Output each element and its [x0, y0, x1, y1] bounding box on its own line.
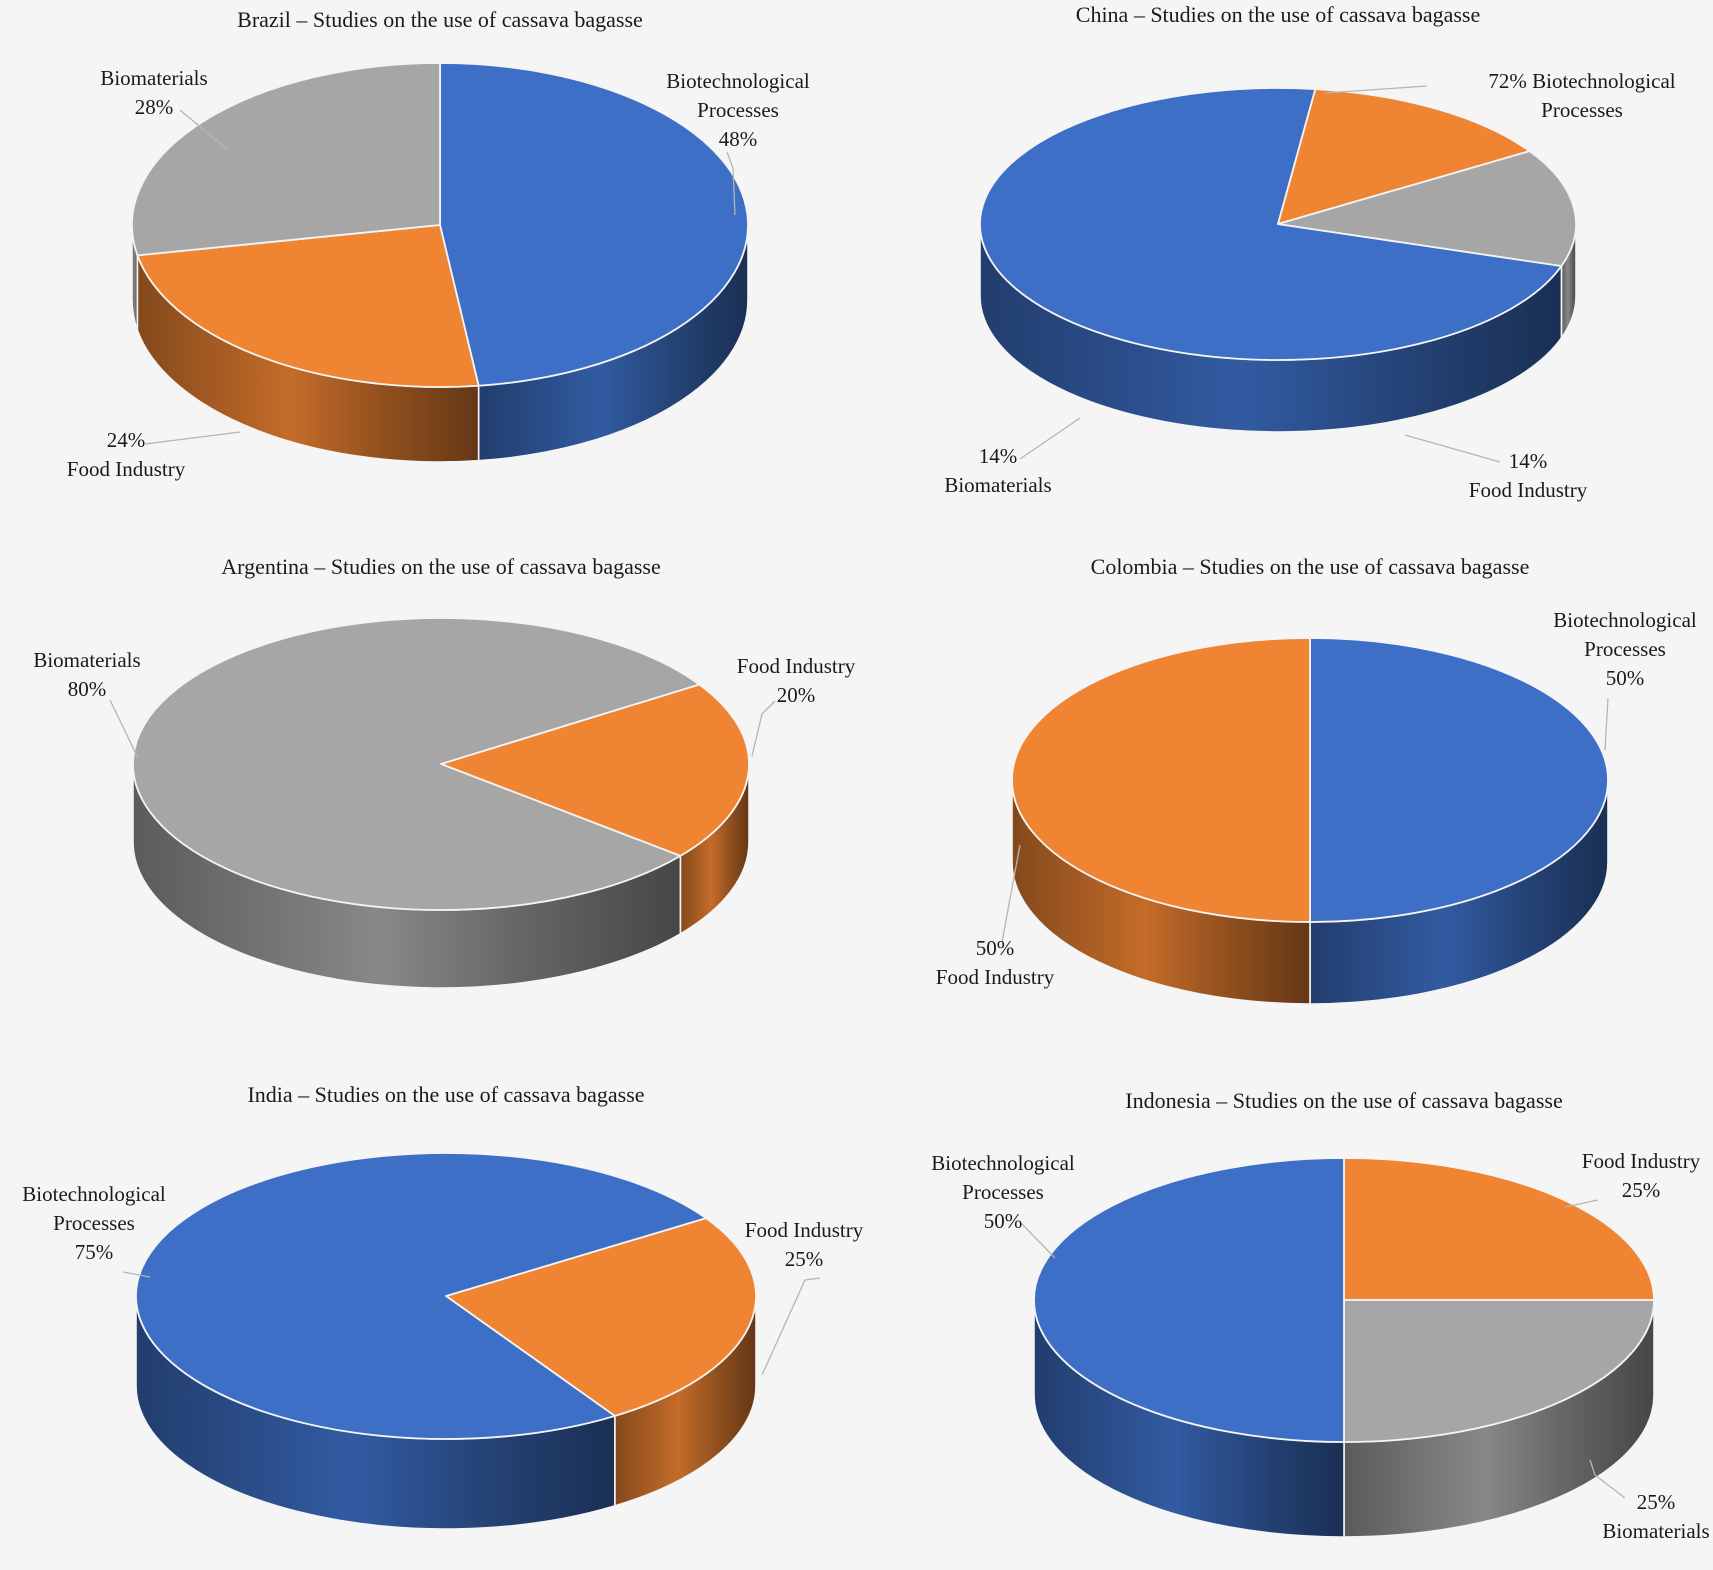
slice-label-line: Biomaterials [100, 66, 207, 90]
pie-top [131, 62, 749, 388]
slice-label-line: 50% [1606, 666, 1645, 690]
slice-food-industry [1343, 1157, 1655, 1301]
slice-label-line: 50% [976, 936, 1015, 960]
slice-label-line: Food Industry [737, 654, 856, 678]
slice-label-line: 28% [135, 95, 174, 119]
leader-line [122, 1271, 151, 1278]
leader-line [144, 431, 241, 445]
leader-line [751, 700, 776, 757]
leader-line [1001, 844, 1021, 943]
slice-label-line: Processes [1584, 637, 1666, 661]
slice-label-line: 48% [719, 127, 758, 151]
slice-label-line: Food Industry [67, 457, 186, 481]
slice-biomaterials [132, 617, 701, 911]
chart-3: Colombia – Studies on the use of cassava… [936, 554, 1697, 1005]
slice-label-line: 50% [984, 1209, 1023, 1233]
pie-top [132, 617, 750, 911]
slice-label-line: Processes [697, 98, 779, 122]
slice-label-line: 14% [979, 444, 1018, 468]
slice-label-line: 25% [785, 1247, 824, 1271]
chart-title: Colombia – Studies on the use of cassava… [1091, 554, 1530, 579]
slice-label-line: Processes [1541, 98, 1623, 122]
slice-label-food-industry: Food Industry 20% [737, 654, 856, 707]
slice-biotechnological-processes [439, 62, 749, 387]
slice-label-line: 75% [75, 1240, 114, 1264]
slice-label-line: Biotechnological [666, 69, 810, 93]
slice-food-industry [445, 1217, 757, 1417]
pie-top [1011, 637, 1609, 923]
slice-label-line: 24% [107, 428, 146, 452]
chart-4: India – Studies on the use of cassava ba… [22, 1082, 864, 1530]
slice-label-biotechnological-processes: Biotechnological Processes 50% [1553, 608, 1697, 690]
leader-line [179, 109, 229, 151]
slice-label-line: 20% [777, 683, 816, 707]
chart-title: China – Studies on the use of cassava ba… [1076, 2, 1480, 27]
slice-label-line: Biotechnological [931, 1151, 1075, 1175]
chart-title: India – Studies on the use of cassava ba… [247, 1082, 644, 1107]
leader-line [1564, 1199, 1599, 1208]
slice-food-industry [440, 683, 750, 857]
slice-label-food-industry: 14% Food Industry [1469, 449, 1588, 502]
slice-label-line: Food Industry [1469, 478, 1588, 502]
slice-label-line: 25% [1622, 1178, 1661, 1202]
chart-title: Argentina – Studies on the use of cassav… [221, 554, 660, 579]
slice-label-line: 80% [68, 677, 107, 701]
slice-label-line: Biotechnological [22, 1182, 166, 1206]
slice-label-food-industry: 50% Food Industry [936, 936, 1055, 989]
chart-0: Brazil – Studies on the use of cassava b… [67, 7, 810, 481]
slice-label-line: Biotechnological [1553, 608, 1697, 632]
slice-label-line: Processes [53, 1211, 135, 1235]
slice-label-food-industry: Food Industry 25% [1582, 1149, 1701, 1202]
slice-biotechnological-processes [1309, 637, 1609, 923]
chart-2: Argentina – Studies on the use of cassav… [33, 554, 856, 989]
slice-label-line: Biomaterials [1602, 1519, 1709, 1543]
leader-line [109, 699, 139, 759]
slice-label-biotechnological-processes: 72% Biotechnological Processes [1488, 69, 1675, 122]
slice-label-biotechnological-processes: Biotechnological Processes 48% [666, 69, 810, 151]
slice-label-line: Biomaterials [944, 473, 1051, 497]
slice-label-biomaterials: Biomaterials 28% [100, 66, 207, 119]
slice-label-line: Food Industry [745, 1218, 864, 1242]
slice-biomaterials [1277, 150, 1577, 267]
slice-label-food-industry: Food Industry 25% [745, 1218, 864, 1271]
slice-label-biomaterials: 14% Biomaterials [944, 444, 1051, 497]
leader-line [1324, 85, 1428, 94]
leader-line [1604, 697, 1609, 751]
pie-top [135, 1152, 757, 1440]
slice-label-biomaterials: 25% Biomaterials [1602, 1490, 1709, 1543]
slice-biomaterials [131, 62, 441, 257]
slice-label-food-industry: 24% Food Industry [67, 428, 186, 481]
leader-line [1404, 434, 1501, 463]
slice-food-industry [1277, 88, 1531, 225]
chart-1: China – Studies on the use of cassava ba… [944, 2, 1675, 502]
slice-label-line: Processes [962, 1180, 1044, 1204]
slice-biotechnological-processes [979, 87, 1563, 361]
slice-label-biotechnological-processes: Biotechnological Processes 75% [22, 1182, 166, 1264]
leader-line [761, 1277, 821, 1376]
slice-food-industry [136, 224, 480, 388]
slice-label-biomaterials: Biomaterials 80% [33, 648, 140, 701]
slice-biotechnological-processes [1033, 1157, 1345, 1443]
pie-top [1033, 1157, 1655, 1443]
slice-label-line: Biomaterials [33, 648, 140, 672]
slice-label-line: 72% Biotechnological [1488, 69, 1675, 93]
slice-label-line: 14% [1509, 449, 1548, 473]
leader-line [726, 151, 736, 216]
chart-5: Indonesia – Studies on the use of cassav… [931, 1088, 1709, 1543]
slice-biomaterials [1343, 1299, 1655, 1443]
slice-label-biotechnological-processes: Biotechnological Processes 50% [931, 1151, 1075, 1233]
pie-top [979, 87, 1577, 361]
slice-label-line: Food Industry [936, 965, 1055, 989]
slice-label-line: 25% [1637, 1490, 1676, 1514]
slice-food-industry [1011, 637, 1311, 923]
slice-biotechnological-processes [135, 1152, 707, 1440]
chart-title: Brazil – Studies on the use of cassava b… [237, 7, 643, 32]
leader-line [1020, 1222, 1056, 1259]
slice-label-line: Food Industry [1582, 1149, 1701, 1173]
leader-line [1019, 417, 1081, 460]
chart-title: Indonesia – Studies on the use of cassav… [1125, 1088, 1562, 1113]
leader-line [1589, 1459, 1626, 1499]
